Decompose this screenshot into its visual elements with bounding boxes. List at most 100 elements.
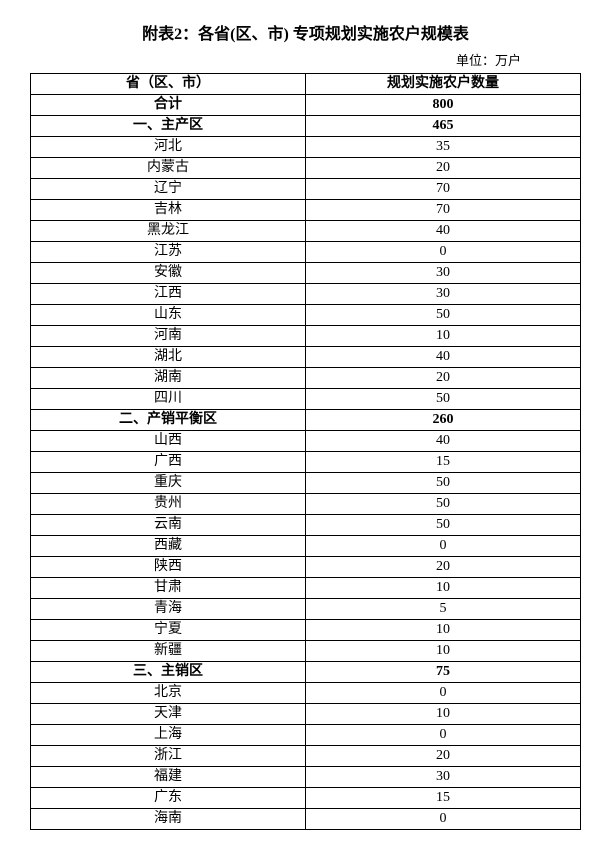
unit-label: 单位：万户 [30, 50, 581, 69]
header-province: 省（区、市） [31, 74, 306, 95]
table-row: 天津10 [31, 704, 581, 725]
cell-province: 河南 [31, 326, 306, 347]
table-row: 湖南20 [31, 368, 581, 389]
table-row: 山西40 [31, 431, 581, 452]
table-row: 河北35 [31, 137, 581, 158]
data-table: 省（区、市） 规划实施农户数量 合计800一、主产区465河北35内蒙古20辽宁… [30, 73, 581, 830]
cell-province: 二、产销平衡区 [31, 410, 306, 431]
cell-value: 260 [306, 410, 581, 431]
cell-value: 50 [306, 305, 581, 326]
table-row: 合计800 [31, 95, 581, 116]
table-row: 广西15 [31, 452, 581, 473]
table-row: 二、产销平衡区260 [31, 410, 581, 431]
cell-province: 北京 [31, 683, 306, 704]
cell-province: 湖北 [31, 347, 306, 368]
cell-province: 黑龙江 [31, 221, 306, 242]
cell-value: 10 [306, 641, 581, 662]
cell-province: 江苏 [31, 242, 306, 263]
cell-province: 天津 [31, 704, 306, 725]
table-row: 西藏0 [31, 536, 581, 557]
cell-province: 河北 [31, 137, 306, 158]
cell-province: 一、主产区 [31, 116, 306, 137]
table-row: 山东50 [31, 305, 581, 326]
table-row: 江西30 [31, 284, 581, 305]
cell-value: 5 [306, 599, 581, 620]
cell-province: 广西 [31, 452, 306, 473]
cell-province: 新疆 [31, 641, 306, 662]
cell-value: 15 [306, 788, 581, 809]
cell-value: 10 [306, 326, 581, 347]
cell-province: 甘肃 [31, 578, 306, 599]
table-row: 重庆50 [31, 473, 581, 494]
cell-value: 15 [306, 452, 581, 473]
cell-province: 内蒙古 [31, 158, 306, 179]
cell-value: 70 [306, 179, 581, 200]
cell-value: 10 [306, 578, 581, 599]
table-row: 河南10 [31, 326, 581, 347]
cell-province: 上海 [31, 725, 306, 746]
cell-province: 宁夏 [31, 620, 306, 641]
table-row: 上海0 [31, 725, 581, 746]
cell-province: 吉林 [31, 200, 306, 221]
cell-province: 辽宁 [31, 179, 306, 200]
cell-province: 重庆 [31, 473, 306, 494]
table-row: 福建30 [31, 767, 581, 788]
cell-province: 安徽 [31, 263, 306, 284]
cell-value: 0 [306, 683, 581, 704]
cell-value: 40 [306, 347, 581, 368]
cell-value: 30 [306, 767, 581, 788]
cell-province: 陕西 [31, 557, 306, 578]
cell-province: 山西 [31, 431, 306, 452]
cell-value: 800 [306, 95, 581, 116]
cell-value: 35 [306, 137, 581, 158]
table-header-row: 省（区、市） 规划实施农户数量 [31, 74, 581, 95]
cell-value: 40 [306, 221, 581, 242]
table-row: 云南50 [31, 515, 581, 536]
cell-value: 20 [306, 746, 581, 767]
cell-province: 云南 [31, 515, 306, 536]
cell-value: 0 [306, 725, 581, 746]
cell-value: 30 [306, 284, 581, 305]
cell-province: 福建 [31, 767, 306, 788]
cell-value: 50 [306, 494, 581, 515]
cell-value: 50 [306, 515, 581, 536]
table-row: 辽宁70 [31, 179, 581, 200]
cell-value: 50 [306, 473, 581, 494]
table-row: 北京0 [31, 683, 581, 704]
header-count: 规划实施农户数量 [306, 74, 581, 95]
table-title: 附表2：各省(区、市) 专项规划实施农户规模表 [30, 20, 581, 44]
cell-value: 465 [306, 116, 581, 137]
cell-value: 30 [306, 263, 581, 284]
cell-province: 浙江 [31, 746, 306, 767]
cell-value: 10 [306, 704, 581, 725]
table-row: 一、主产区465 [31, 116, 581, 137]
cell-value: 40 [306, 431, 581, 452]
table-row: 陕西20 [31, 557, 581, 578]
cell-value: 75 [306, 662, 581, 683]
table-row: 宁夏10 [31, 620, 581, 641]
cell-province: 西藏 [31, 536, 306, 557]
table-row: 吉林70 [31, 200, 581, 221]
table-row: 甘肃10 [31, 578, 581, 599]
cell-province: 广东 [31, 788, 306, 809]
table-row: 贵州50 [31, 494, 581, 515]
table-row: 内蒙古20 [31, 158, 581, 179]
cell-province: 江西 [31, 284, 306, 305]
cell-value: 0 [306, 536, 581, 557]
cell-province: 山东 [31, 305, 306, 326]
table-row: 浙江20 [31, 746, 581, 767]
cell-value: 20 [306, 368, 581, 389]
cell-province: 四川 [31, 389, 306, 410]
cell-province: 青海 [31, 599, 306, 620]
table-row: 青海5 [31, 599, 581, 620]
table-row: 湖北40 [31, 347, 581, 368]
cell-province: 湖南 [31, 368, 306, 389]
cell-province: 三、主销区 [31, 662, 306, 683]
cell-value: 70 [306, 200, 581, 221]
cell-province: 合计 [31, 95, 306, 116]
table-row: 新疆10 [31, 641, 581, 662]
table-row: 江苏0 [31, 242, 581, 263]
cell-value: 20 [306, 158, 581, 179]
cell-value: 50 [306, 389, 581, 410]
table-row: 安徽30 [31, 263, 581, 284]
